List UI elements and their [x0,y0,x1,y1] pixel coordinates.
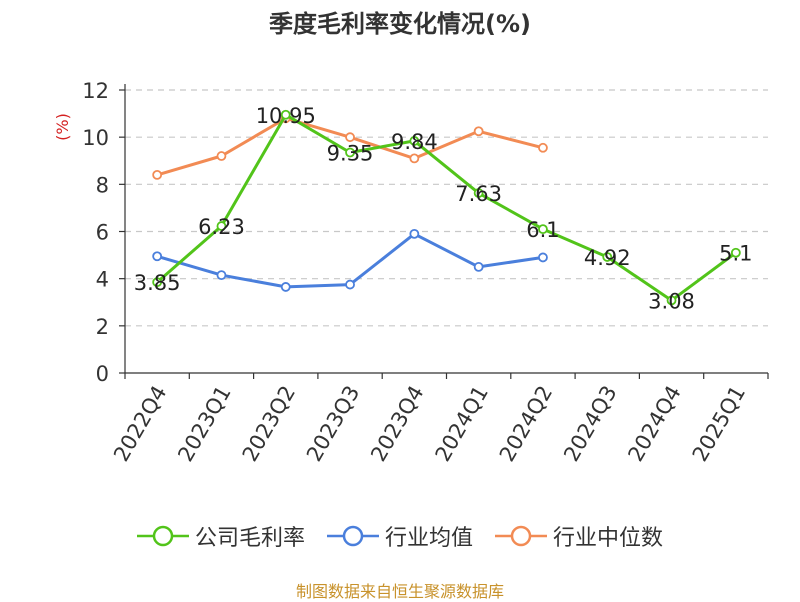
y-tick-label: 12 [82,79,109,103]
data-point [409,136,420,146]
legend-item[interactable]: 行业中位数 [495,520,663,552]
data-point [216,221,227,231]
y-axis-label: (%) [53,113,72,141]
legend-marker-icon [136,525,189,547]
data-label: 9.84 [391,130,438,154]
x-tick-label: 2023Q1 [173,382,235,466]
data-point [152,169,163,180]
legend: 公司毛利率 行业均值 行业中位数 [0,520,800,552]
y-tick-label: 6 [96,221,109,245]
data-point [602,252,613,262]
grid-layer [125,89,768,327]
data-point [538,142,548,153]
data-point [409,153,420,164]
data-point [280,282,291,292]
x-tick-label: 2023Q4 [366,382,428,466]
data-label: 4.92 [584,246,631,270]
series-line [156,113,737,302]
data-point [345,147,355,158]
data-label: 9.35 [327,141,374,165]
y-tick-label: 0 [96,362,109,386]
label-layer: 3.85 6.23 10.95 9.35 9.84 7.63 6.1 4.92 3.08 5.1 [134,104,753,314]
data-point [473,126,484,137]
data-point [152,277,163,288]
data-point [216,151,227,161]
legend-item[interactable]: 行业均值 [326,520,473,552]
chart-title: 季度毛利率变化情况(%) [269,10,531,38]
data-label: 5.1 [719,242,752,266]
x-tick-label: 2024Q4 [623,382,685,466]
data-label: 3.08 [648,289,695,313]
data-point [216,270,227,281]
legend-item[interactable]: 公司毛利率 [136,520,305,552]
legend-marker-icon [326,525,379,547]
x-tick-label: 2023Q2 [238,382,300,466]
legend-label: 行业均值 [384,526,473,551]
y-tick-label: 8 [96,173,109,197]
data-label: 6.23 [198,215,245,239]
y-tick-label: 4 [96,268,109,292]
legend-marker-icon [495,525,547,547]
legend-label: 行业中位数 [553,526,664,551]
data-point [345,132,355,143]
legend-label: 公司毛利率 [194,526,305,551]
data-point [538,224,548,235]
data-point [666,295,677,306]
data-label: 3.85 [134,271,181,295]
data-point [538,252,548,263]
x-tick-label: 2023Q3 [302,382,364,466]
source-note: 制图数据来自恒生聚源数据库 [295,582,504,601]
y-tick-label: 2 [96,315,109,339]
series-layer [152,109,741,306]
data-label: 10.95 [256,104,316,128]
x-tick-label: 2025Q1 [688,382,750,466]
data-point [280,109,291,120]
x-tick-label: 2022Q4 [109,382,171,466]
data-point [152,251,163,262]
data-point [345,279,355,290]
data-label: 7.63 [455,182,502,206]
x-tick-label: 2024Q3 [559,382,621,466]
data-point [473,188,484,198]
data-point [473,261,484,272]
x-tick-label: 2024Q1 [431,382,493,466]
x-tick-label: 2024Q2 [495,382,557,466]
data-point [409,228,420,239]
data-label: 6.1 [526,218,559,242]
data-point [730,247,741,258]
y-tick-label: 10 [82,126,109,150]
